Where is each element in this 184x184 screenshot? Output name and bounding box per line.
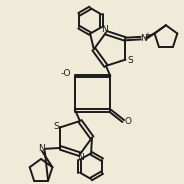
Text: S: S: [127, 56, 133, 65]
Text: N: N: [141, 34, 147, 43]
Text: S: S: [53, 122, 59, 131]
Text: O: O: [124, 117, 131, 125]
Text: +: +: [144, 32, 150, 38]
Text: -O: -O: [60, 69, 71, 78]
Text: N: N: [39, 144, 45, 153]
Text: N: N: [102, 25, 108, 34]
Text: N: N: [77, 153, 84, 162]
